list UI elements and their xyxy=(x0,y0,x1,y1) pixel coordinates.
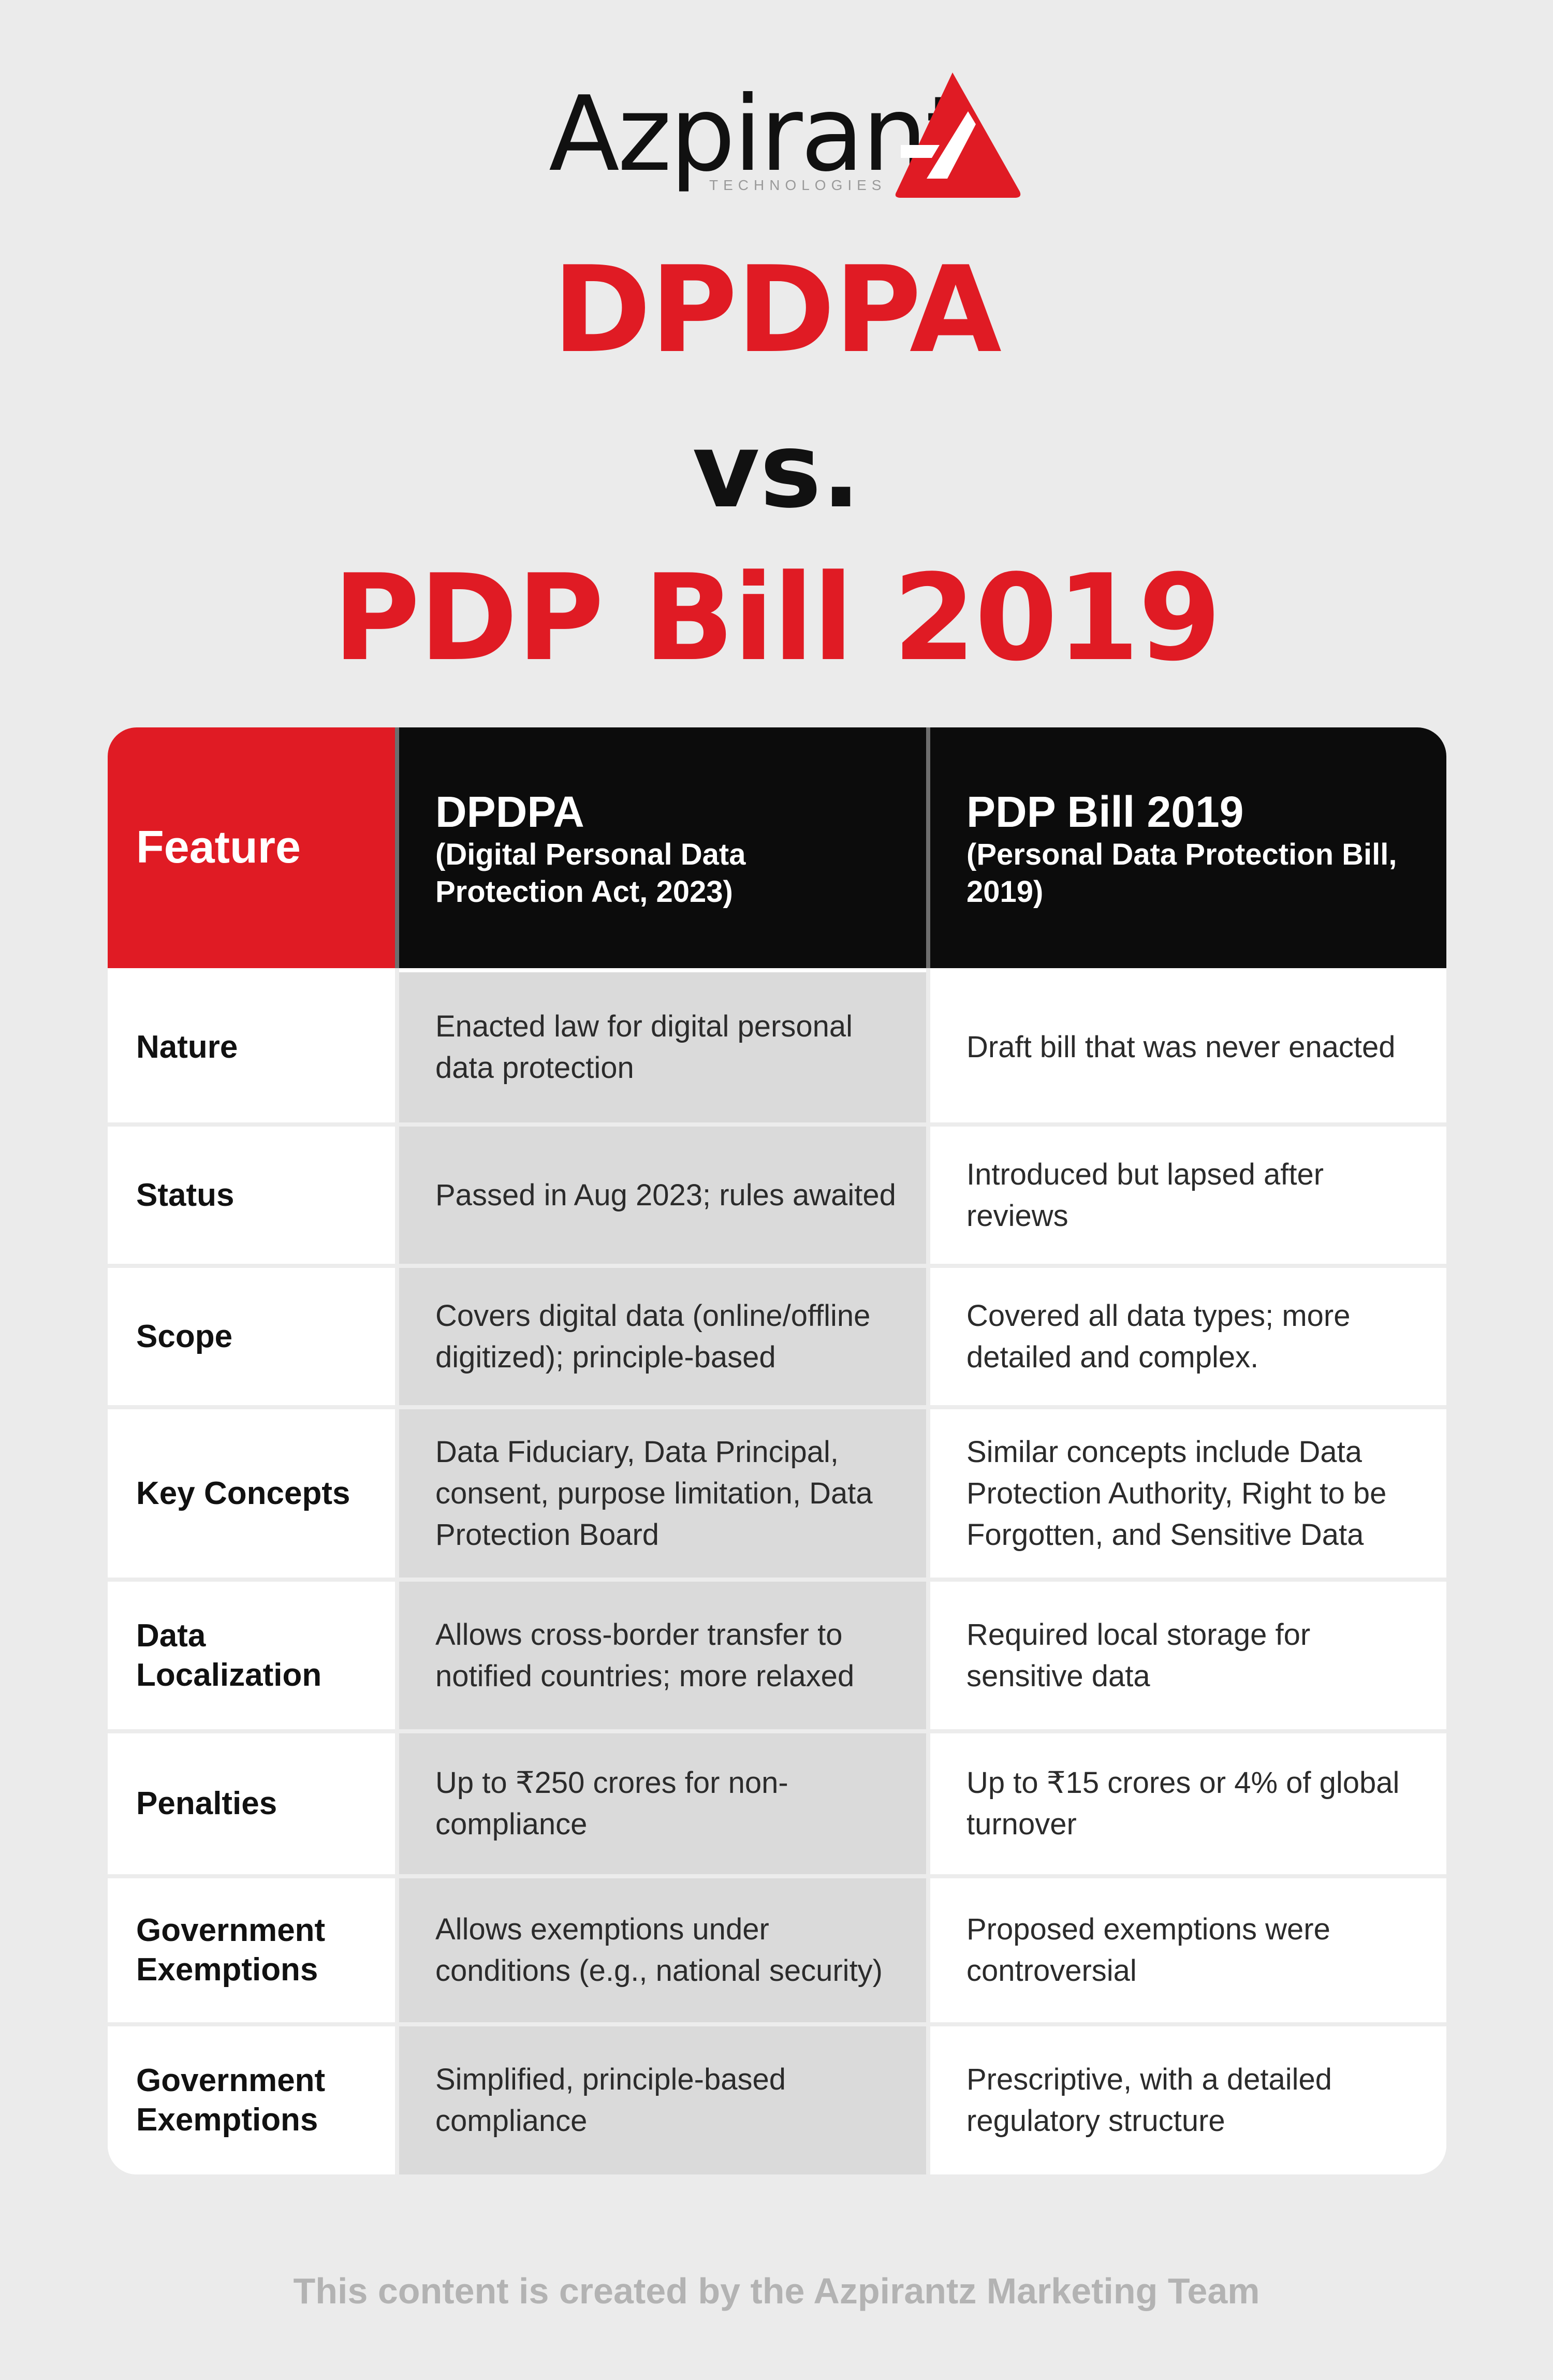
row-pdp-cell: Covered all data types; more detailed an… xyxy=(930,1268,1446,1405)
row-pdp-text: Prescriptive, with a detailed regulatory… xyxy=(966,2063,1332,2138)
header-dpdpa-cell: DPDPA (Digital Personal Data Protection … xyxy=(399,727,926,968)
logo-triangle-icon xyxy=(895,72,1021,198)
row-feature-cell: Nature xyxy=(108,972,395,1122)
row-divider xyxy=(108,1874,1446,1878)
row-pdp-text: Introduced but lapsed after reviews xyxy=(966,1157,1324,1233)
column-divider xyxy=(926,968,930,2174)
row-feature-cell: Government Exemptions xyxy=(108,1878,395,2022)
row-dpdpa-text: Up to ₹250 crores for non-compliance xyxy=(435,1766,788,1841)
row-dpdpa-text: Data Fiduciary, Data Principal, consent,… xyxy=(435,1435,873,1552)
table-row: Government Exemptions Allows exemptions … xyxy=(108,1878,1446,2022)
row-feature-label: Key Concepts xyxy=(136,1475,350,1511)
row-feature-label: Nature xyxy=(136,1029,238,1065)
row-pdp-text: Required local storage for sensitive dat… xyxy=(966,1617,1311,1693)
comparison-table: Feature DPDPA (Digital Personal Data Pro… xyxy=(108,727,1446,2174)
footer-credit: This content is created by the Azpirantz… xyxy=(293,2271,1260,2311)
header-feature-label: Feature xyxy=(136,821,301,872)
row-pdp-cell: Up to ₹15 crores or 4% of global turnove… xyxy=(930,1733,1446,1874)
header-feature-cell: Feature xyxy=(108,727,395,968)
row-divider xyxy=(108,1264,1446,1268)
row-feature-cell: Key Concepts xyxy=(108,1409,395,1578)
header-dpdpa-title: DPDPA xyxy=(435,787,584,836)
row-pdp-text: Proposed exemptions were controversial xyxy=(966,1912,1330,1988)
row-dpdpa-text: Enacted law for digital personal data pr… xyxy=(435,1010,853,1085)
row-divider xyxy=(108,2022,1446,2026)
row-dpdpa-cell: Simplified, principle-based compliance xyxy=(399,2026,926,2174)
table-row: Government Exemptions Simplified, princi… xyxy=(108,2026,1446,2174)
title-line-3: PDP Bill 2019 xyxy=(332,549,1221,688)
row-dpdpa-cell: Covers digital data (online/offline digi… xyxy=(399,1268,926,1405)
title-line-2: vs. xyxy=(692,411,861,531)
row-pdp-text: Covered all data types; more detailed an… xyxy=(966,1298,1351,1374)
brand-logo: Azpirant TECHNOLOGIES xyxy=(538,62,1021,207)
column-divider xyxy=(395,968,399,2174)
row-feature-cell: Scope xyxy=(108,1268,395,1405)
header-pdp-subtitle: (Personal Data Protection Bill, 2019) xyxy=(966,838,1397,909)
row-divider xyxy=(108,1578,1446,1582)
row-feature-label: Status xyxy=(136,1177,235,1213)
row-divider xyxy=(108,1122,1446,1127)
row-pdp-cell: Introduced but lapsed after reviews xyxy=(930,1127,1446,1264)
table-row: Key Concepts Data Fiduciary, Data Princi… xyxy=(108,1409,1446,1578)
row-dpdpa-cell: Up to ₹250 crores for non-compliance xyxy=(399,1733,926,1874)
row-pdp-cell: Prescriptive, with a detailed regulatory… xyxy=(930,2026,1446,2174)
row-dpdpa-text: Passed in Aug 2023; rules awaited xyxy=(435,1178,896,1212)
row-dpdpa-text: Allows cross-border transfer to notified… xyxy=(435,1617,855,1693)
header-divider xyxy=(395,727,399,968)
row-divider xyxy=(108,1405,1446,1409)
logo-wordmark: Azpirant xyxy=(549,74,966,195)
row-feature-label: Government Exemptions xyxy=(136,1912,326,1988)
row-feature-cell: Government Exemptions xyxy=(108,2026,395,2174)
row-pdp-cell: Required local storage for sensitive dat… xyxy=(930,1582,1446,1729)
row-feature-cell: Data Localization xyxy=(108,1582,395,1729)
title-line-1: DPDPA xyxy=(552,241,1002,379)
logo-subtitle: TECHNOLOGIES xyxy=(709,177,887,193)
row-dpdpa-text: Covers digital data (online/offline digi… xyxy=(435,1298,871,1374)
row-dpdpa-cell: Enacted law for digital personal data pr… xyxy=(399,972,926,1122)
table-row: Status Passed in Aug 2023; rules awaited… xyxy=(108,1127,1446,1264)
row-dpdpa-cell: Passed in Aug 2023; rules awaited xyxy=(399,1127,926,1264)
row-feature-label: Scope xyxy=(136,1318,233,1354)
row-pdp-cell: Draft bill that was never enacted xyxy=(930,972,1446,1122)
row-divider xyxy=(108,1729,1446,1733)
header-dpdpa-subtitle: (Digital Personal Data Protection Act, 2… xyxy=(435,838,746,909)
header-divider xyxy=(926,727,930,968)
row-pdp-cell: Proposed exemptions were controversial xyxy=(930,1878,1446,2022)
row-pdp-text: Up to ₹15 crores or 4% of global turnove… xyxy=(966,1766,1400,1841)
header-pdp-title: PDP Bill 2019 xyxy=(966,787,1244,836)
row-dpdpa-text: Allows exemptions under conditions (e.g.… xyxy=(435,1912,883,1988)
row-feature-cell: Penalties xyxy=(108,1733,395,1874)
row-dpdpa-cell: Allows exemptions under conditions (e.g.… xyxy=(399,1878,926,2022)
row-dpdpa-text: Simplified, principle-based compliance xyxy=(435,2063,786,2138)
table-row: Data Localization Allows cross-border tr… xyxy=(108,1582,1446,1729)
header-pdp-cell: PDP Bill 2019 (Personal Data Protection … xyxy=(930,727,1446,968)
table-row: Penalties Up to ₹250 crores for non-comp… xyxy=(108,1733,1446,1874)
row-pdp-cell: Similar concepts include Data Protection… xyxy=(930,1409,1446,1578)
row-dpdpa-cell: Allows cross-border transfer to notified… xyxy=(399,1582,926,1729)
row-dpdpa-cell: Data Fiduciary, Data Principal, consent,… xyxy=(399,1409,926,1578)
row-pdp-text: Draft bill that was never enacted xyxy=(966,1030,1396,1064)
row-feature-label: Government Exemptions xyxy=(136,2063,326,2138)
row-feature-label: Data Localization xyxy=(136,1617,322,1693)
row-feature-label: Penalties xyxy=(136,1786,277,1821)
table-row: Nature Enacted law for digital personal … xyxy=(108,972,1446,1122)
row-feature-cell: Status xyxy=(108,1127,395,1264)
row-pdp-text: Similar concepts include Data Protection… xyxy=(966,1435,1387,1552)
table-row: Scope Covers digital data (online/offlin… xyxy=(108,1268,1446,1405)
